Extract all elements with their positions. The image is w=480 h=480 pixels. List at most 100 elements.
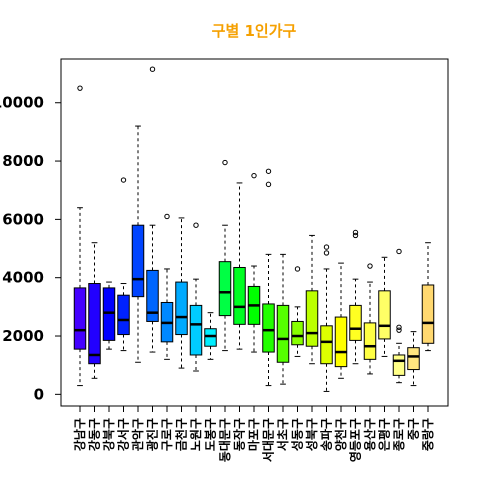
x-tick-label: 관악구 [130, 418, 145, 451]
x-tick-label: 영등포구 [348, 418, 363, 462]
x-tick-label: 중구 [407, 418, 421, 440]
x-tick-label: 강동구 [88, 418, 102, 451]
chart-title: 구별 1인가구 [212, 22, 297, 40]
box-13 [247, 172, 261, 353]
box-11 [218, 159, 232, 352]
iqr-box [175, 281, 188, 336]
y-tick-label: 6000 [2, 210, 44, 228]
x-tick-label: 구로구 [160, 418, 174, 451]
iqr-box [204, 328, 217, 347]
outlier-point [367, 263, 373, 269]
x-tick-label: 도봉구 [204, 418, 218, 451]
iqr-box [334, 316, 348, 368]
iqr-box [407, 347, 420, 371]
outlier-point [396, 248, 402, 255]
x-tick-label: 강서구 [116, 418, 131, 451]
y-tick-label: 10000 [0, 94, 44, 112]
x-tick-label: 서대문구 [261, 418, 276, 462]
box-24 [407, 331, 420, 387]
iqr-box [218, 261, 232, 317]
x-tick-label: 송파구 [319, 418, 334, 451]
outlier-point [323, 250, 330, 256]
iqr-box [392, 354, 406, 376]
iqr-box [262, 303, 275, 353]
iqr-box [146, 269, 159, 322]
box-19 [334, 262, 348, 379]
iqr-box [349, 304, 362, 341]
x-tick-label: 동대문구 [218, 418, 232, 462]
iqr-box [378, 290, 391, 340]
iqr-box [305, 290, 319, 347]
outlier-point [396, 324, 402, 330]
x-tick-label: 용산구 [362, 418, 377, 451]
x-tick-label: 마포구 [246, 418, 261, 451]
x-axis: 강남구 강동구 강북구 강서구 관악구 광진구 구로구 금천구 노원구 도봉구 동대문구 동작구 마포구… [72, 406, 435, 462]
outlier-point [251, 172, 257, 179]
x-tick-label: 성동구 [291, 418, 305, 451]
y-tick-label: 4000 [2, 269, 44, 287]
plot-frame [60, 58, 449, 407]
x-tick-label: 동작구 [232, 418, 247, 451]
iqr-box [117, 294, 130, 336]
iqr-box [73, 287, 87, 350]
y-tick-label: 8000 [2, 152, 44, 170]
outlier-point [352, 232, 359, 239]
outlier-point [164, 213, 170, 220]
outlier-point [323, 244, 330, 250]
box-9 [189, 222, 203, 372]
box-25 [421, 242, 435, 352]
box-12 [233, 182, 246, 350]
y-axis: 0 2000 4000 6000 8000 10000 [0, 94, 61, 403]
iqr-box [291, 320, 304, 346]
x-tick-label: 노원구 [189, 418, 203, 451]
box-3 [102, 281, 116, 350]
outlier-point [265, 181, 272, 188]
outlier-point [294, 266, 301, 272]
outlier-point [265, 168, 272, 174]
box-23 [392, 248, 406, 384]
outlier-point [149, 66, 156, 72]
outlier-point [193, 222, 199, 228]
outlier-point [222, 159, 228, 166]
iqr-box [131, 224, 145, 298]
box-20 [349, 229, 362, 365]
box-5 [131, 125, 145, 363]
box-2 [88, 242, 101, 379]
iqr-box [363, 322, 377, 360]
box-10 [204, 312, 217, 360]
iqr-box [421, 284, 435, 344]
iqr-box [320, 325, 333, 365]
x-tick-label: 광진구 [145, 418, 160, 451]
box-22 [378, 256, 391, 357]
x-tick-label: 서초구 [275, 418, 290, 451]
box-1 [73, 85, 87, 387]
box-4 [117, 177, 130, 352]
x-tick-label: 강북구 [102, 418, 116, 451]
iqr-box [88, 283, 101, 365]
outlier-point [396, 327, 402, 333]
box-15 [276, 253, 290, 385]
box-16 [291, 266, 304, 357]
box-7 [160, 213, 174, 360]
x-tick-label: 성북구 [305, 418, 319, 451]
iqr-box [233, 266, 246, 325]
outlier-point [77, 85, 83, 91]
x-tick-label: 종로구 [392, 418, 406, 451]
box-18 [320, 244, 333, 392]
box-14 [262, 168, 275, 387]
iqr-box [102, 287, 116, 341]
y-tick-label: 2000 [2, 327, 44, 345]
box-21 [363, 263, 377, 375]
x-tick-label: 은평구 [378, 418, 392, 451]
y-tick-label: 0 [34, 385, 44, 403]
x-tick-label: 중랑구 [421, 418, 435, 451]
box-6 [146, 66, 159, 353]
x-tick-label: 강남구 [72, 418, 87, 451]
x-tick-label: 양천구 [333, 418, 348, 451]
box-17 [305, 234, 319, 365]
outlier-point [120, 177, 127, 183]
iqr-box [189, 304, 203, 356]
iqr-box [276, 304, 290, 363]
box-8 [175, 217, 188, 369]
